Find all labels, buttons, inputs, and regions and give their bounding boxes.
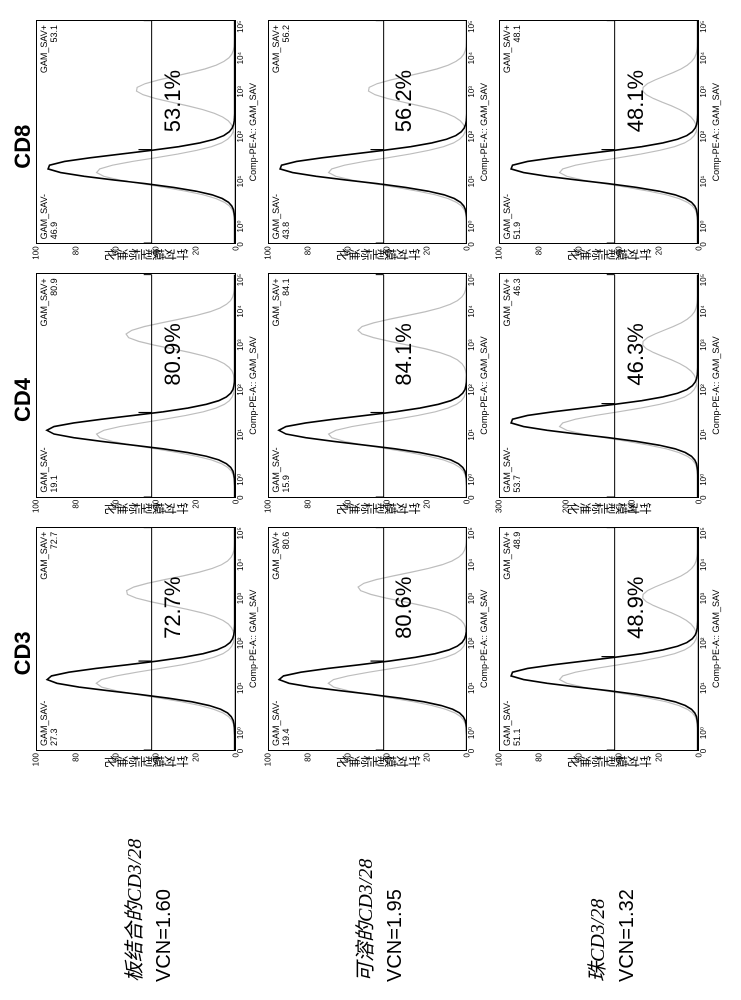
row-vcn: VCN=1.95	[384, 889, 407, 982]
x-ticks: 010⁰10¹10²10³10⁴10⁵	[236, 273, 247, 497]
y-ticks: 100806040200	[268, 246, 468, 268]
histogram-panel: 针对模型标准化100806040200GAM_SAV- 51.9GAM_SAV+…	[499, 20, 721, 265]
plot-area: GAM_SAV- 19.4 GAM_SAV+ 80.6 80.6%	[268, 527, 468, 751]
x-ticks: 010⁰10¹10²10³10⁴10⁵	[699, 20, 710, 244]
gate-neg-label: GAM_SAV- 53.7	[503, 447, 523, 492]
gate-neg-label: GAM_SAV- 15.9	[272, 447, 292, 492]
x-axis-label: Comp-PE-A:: GAM_SAV	[248, 273, 258, 497]
col-head-cd8: CD8	[10, 20, 36, 273]
y-ticks: 100806040200	[36, 500, 236, 522]
gate-pos-label: GAM_SAV+ 48.1	[503, 25, 523, 73]
x-ticks: 010⁰10¹10²10³10⁴10⁵	[236, 527, 247, 751]
row-label: 珠CD3/28 VCN=1.32	[499, 780, 721, 1000]
row-title: 可溶的CD3/28	[349, 859, 378, 982]
y-ticks: 100806040200	[268, 500, 468, 522]
row-vcn: VCN=1.60	[153, 889, 176, 982]
figure-page: CD3 CD4 CD8 板结合的CD3/28 VCN=1.60 针对模型标准化10…	[0, 0, 741, 1000]
x-axis-label: Comp-PE-A:: GAM_SAV	[248, 527, 258, 751]
y-ticks: 100806040200	[499, 753, 699, 775]
gate-neg-label: GAM_SAV- 19.1	[40, 447, 60, 492]
gate-neg-label: GAM_SAV- 19.4	[272, 701, 292, 746]
x-axis-label: Comp-PE-A:: GAM_SAV	[479, 527, 489, 751]
x-axis-label: Comp-PE-A:: GAM_SAV	[711, 20, 721, 244]
x-ticks: 010⁰10¹10²10³10⁴10⁵	[699, 527, 710, 751]
histogram-panel: 针对模型标准化100806040200GAM_SAV- 51.1GAM_SAV+…	[499, 527, 721, 772]
histogram-panel: 针对模型标准化3002001000GAM_SAV- 53.7GAM_SAV+ 4…	[499, 273, 721, 518]
gate-pos-label: GAM_SAV+ 46.3	[503, 278, 523, 326]
gate-neg-label: GAM_SAV- 51.1	[503, 701, 523, 746]
gate-pos-label: GAM_SAV+ 53.1	[40, 25, 60, 73]
percent-value: 53.1%	[160, 70, 186, 132]
x-axis-label: Comp-PE-A:: GAM_SAV	[479, 20, 489, 244]
gate-neg-label: GAM_SAV- 51.9	[503, 194, 523, 239]
percent-value: 80.6%	[391, 577, 417, 639]
gate-pos-label: GAM_SAV+ 80.6	[272, 532, 292, 580]
x-axis-label: Comp-PE-A:: GAM_SAV	[479, 273, 489, 497]
percent-value: 56.2%	[391, 70, 417, 132]
histogram-panel: 针对模型标准化100806040200GAM_SAV- 19.4GAM_SAV+…	[268, 527, 490, 772]
plot-area: GAM_SAV- 15.9 GAM_SAV+ 84.1 84.1%	[268, 273, 468, 497]
x-axis-label: Comp-PE-A:: GAM_SAV	[248, 20, 258, 244]
gate-pos-label: GAM_SAV+ 72.7	[40, 532, 60, 580]
plot-area: GAM_SAV- 19.1 GAM_SAV+ 80.9 80.9%	[36, 273, 236, 497]
x-axis-label: Comp-PE-A:: GAM_SAV	[711, 527, 721, 751]
y-ticks: 100806040200	[36, 246, 236, 268]
x-ticks: 010⁰10¹10²10³10⁴10⁵	[467, 20, 478, 244]
gate-pos-label: GAM_SAV+ 48.9	[503, 532, 523, 580]
histogram-panel: 针对模型标准化100806040200GAM_SAV- 15.9GAM_SAV+…	[268, 273, 490, 518]
x-axis-label: Comp-PE-A:: GAM_SAV	[711, 273, 721, 497]
gate-neg-label: GAM_SAV- 43.8	[272, 194, 292, 239]
col-head-cd3: CD3	[10, 527, 36, 780]
plot-grid: 板结合的CD3/28 VCN=1.60 针对模型标准化100806040200GA…	[36, 0, 741, 1000]
plot-area: GAM_SAV- 53.7 GAM_SAV+ 46.3 46.3%	[499, 273, 699, 497]
x-ticks: 010⁰10¹10²10³10⁴10⁵	[467, 527, 478, 751]
y-ticks: 3002001000	[499, 500, 699, 522]
plot-area: GAM_SAV- 51.9 GAM_SAV+ 48.1 48.1%	[499, 20, 699, 244]
percent-value: 84.1%	[391, 323, 417, 385]
gate-pos-label: GAM_SAV+ 56.2	[272, 25, 292, 73]
row-title: 板结合的CD3/28	[118, 839, 147, 982]
percent-value: 72.7%	[160, 577, 186, 639]
gate-pos-label: GAM_SAV+ 80.9	[40, 278, 60, 326]
x-ticks: 010⁰10¹10²10³10⁴10⁵	[699, 273, 710, 497]
percent-value: 48.1%	[623, 70, 649, 132]
y-ticks: 100806040200	[499, 246, 699, 268]
histogram-panel: 针对模型标准化100806040200GAM_SAV- 19.1GAM_SAV+…	[36, 273, 258, 518]
gate-neg-label: GAM_SAV- 46.9	[40, 194, 60, 239]
percent-value: 48.9%	[623, 577, 649, 639]
plot-area: GAM_SAV- 43.8 GAM_SAV+ 56.2 56.2%	[268, 20, 468, 244]
histogram-panel: 针对模型标准化100806040200GAM_SAV- 27.3GAM_SAV+…	[36, 527, 258, 772]
gate-neg-label: GAM_SAV- 27.3	[40, 701, 60, 746]
row-title: 珠CD3/28	[581, 899, 610, 982]
x-ticks: 010⁰10¹10²10³10⁴10⁵	[236, 20, 247, 244]
plot-area: GAM_SAV- 51.1 GAM_SAV+ 48.9 48.9%	[499, 527, 699, 751]
percent-value: 46.3%	[623, 323, 649, 385]
histogram-panel: 针对模型标准化100806040200GAM_SAV- 43.8GAM_SAV+…	[268, 20, 490, 265]
histogram-panel: 针对模型标准化100806040200GAM_SAV- 46.9GAM_SAV+…	[36, 20, 258, 265]
y-ticks: 100806040200	[268, 753, 468, 775]
row-label: 可溶的CD3/28 VCN=1.95	[268, 780, 490, 1000]
plot-area: GAM_SAV- 46.9 GAM_SAV+ 53.1 53.1%	[36, 20, 236, 244]
row-label: 板结合的CD3/28 VCN=1.60	[36, 780, 258, 1000]
gate-pos-label: GAM_SAV+ 84.1	[272, 278, 292, 326]
plot-area: GAM_SAV- 27.3 GAM_SAV+ 72.7 72.7%	[36, 527, 236, 751]
x-ticks: 010⁰10¹10²10³10⁴10⁵	[467, 273, 478, 497]
y-ticks: 100806040200	[36, 753, 236, 775]
col-head-cd4: CD4	[10, 273, 36, 526]
row-vcn: VCN=1.32	[616, 889, 639, 982]
percent-value: 80.9%	[160, 323, 186, 385]
